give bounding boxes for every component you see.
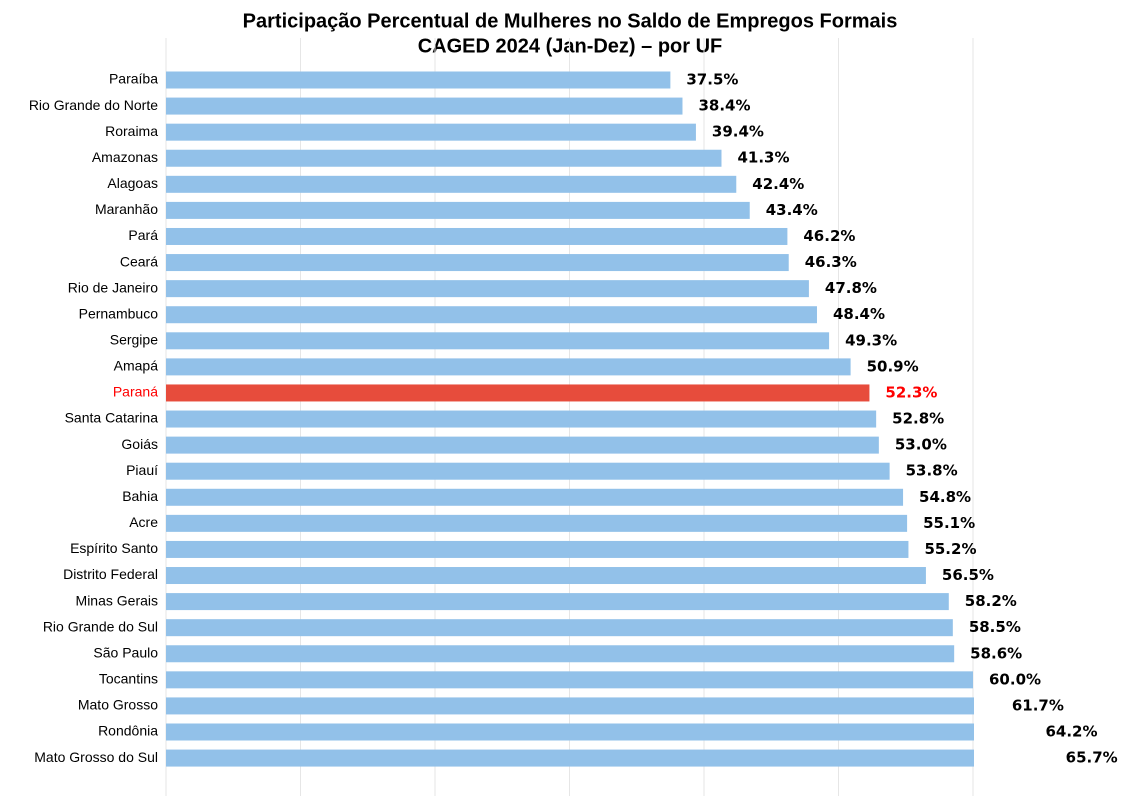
y-tick-label: Rondônia — [98, 723, 158, 739]
value-label: 46.2% — [803, 227, 855, 245]
bar — [166, 645, 955, 663]
value-label: 55.2% — [924, 540, 976, 558]
value-label: 58.5% — [969, 618, 1021, 636]
y-tick-label: Bahia — [122, 488, 158, 504]
bars — [166, 71, 974, 767]
bar — [166, 514, 908, 532]
y-tick-label: Amapá — [114, 358, 159, 374]
y-tick-label: Distrito Federal — [63, 566, 158, 582]
y-tick-label: Amazonas — [92, 149, 158, 165]
bar — [166, 462, 890, 480]
value-label: 65.7% — [1066, 749, 1118, 767]
value-label: 53.0% — [895, 436, 947, 454]
y-tick-label: Rio Grande do Norte — [29, 97, 158, 113]
y-tick-label: Acre — [129, 514, 158, 530]
y-tick-label: Maranhão — [95, 201, 158, 217]
bar — [166, 358, 851, 376]
value-label: 56.5% — [942, 566, 994, 584]
value-label: 38.4% — [698, 97, 750, 115]
bar — [166, 697, 974, 715]
bar — [166, 97, 683, 115]
value-label: 43.4% — [766, 201, 818, 219]
bar — [166, 410, 877, 428]
y-tick-label: Pará — [128, 227, 158, 243]
bar — [166, 567, 926, 585]
y-tick-label: Rio Grande do Sul — [43, 618, 158, 634]
y-tick-label: Pernambuco — [79, 305, 159, 321]
value-label: 37.5% — [686, 71, 738, 89]
y-tick-label: Tocantins — [99, 671, 158, 687]
bar — [166, 749, 974, 767]
value-label: 50.9% — [867, 357, 919, 375]
bar — [166, 332, 830, 350]
bar — [166, 488, 904, 506]
bar — [166, 540, 909, 558]
value-label: 54.8% — [919, 488, 971, 506]
chart-title: Participação Percentual de Mulheres no S… — [243, 10, 898, 32]
y-tick-label: Espírito Santo — [70, 540, 158, 556]
bar — [166, 593, 949, 611]
bar — [166, 254, 789, 272]
bar — [166, 436, 879, 454]
value-label: 55.1% — [923, 514, 975, 532]
bar — [166, 384, 870, 402]
value-label: 41.3% — [737, 149, 789, 167]
bar — [166, 280, 809, 298]
bar — [166, 306, 817, 324]
bar — [166, 619, 953, 637]
bar — [166, 123, 696, 141]
y-tick-label: Rio de Janeiro — [68, 279, 158, 295]
y-tick-label: São Paulo — [93, 644, 158, 660]
value-label: 58.2% — [965, 592, 1017, 610]
value-label: 49.3% — [845, 331, 897, 349]
y-tick-label: Piauí — [126, 462, 158, 478]
bar — [166, 227, 788, 245]
value-label: 48.4% — [833, 305, 885, 323]
value-label: 52.3% — [885, 383, 937, 401]
y-tick-label: Santa Catarina — [65, 410, 159, 426]
value-label: 47.8% — [825, 279, 877, 297]
y-tick-label: Alagoas — [107, 175, 158, 191]
value-label: 46.3% — [805, 253, 857, 271]
value-label: 58.6% — [970, 644, 1022, 662]
y-tick-label: Mato Grosso — [78, 697, 158, 713]
y-tick-label: Paraná — [113, 384, 158, 400]
bar — [166, 149, 722, 167]
bar — [166, 175, 737, 193]
value-label: 42.4% — [752, 175, 804, 193]
value-label: 61.7% — [1012, 696, 1064, 714]
value-label: 64.2% — [1045, 723, 1097, 741]
y-tick-label: Sergipe — [110, 332, 158, 348]
y-tick-label: Mato Grosso do Sul — [34, 749, 158, 765]
y-tick-label: Goiás — [121, 436, 158, 452]
value-label: 53.8% — [906, 462, 958, 480]
value-label: 52.8% — [892, 410, 944, 428]
value-label: 39.4% — [712, 123, 764, 141]
value-label: 60.0% — [989, 670, 1041, 688]
labels: Paraíba 37.5% Rio Grande do Norte 38.4% Rora… — [29, 71, 1118, 767]
y-tick-label: Paraíba — [109, 71, 158, 87]
bar — [166, 723, 974, 741]
bar — [166, 671, 973, 689]
y-tick-label: Minas Gerais — [76, 592, 158, 608]
y-tick-label: Roraima — [105, 123, 158, 139]
bar — [166, 201, 750, 219]
y-tick-label: Ceará — [120, 253, 158, 269]
bar — [166, 71, 671, 89]
